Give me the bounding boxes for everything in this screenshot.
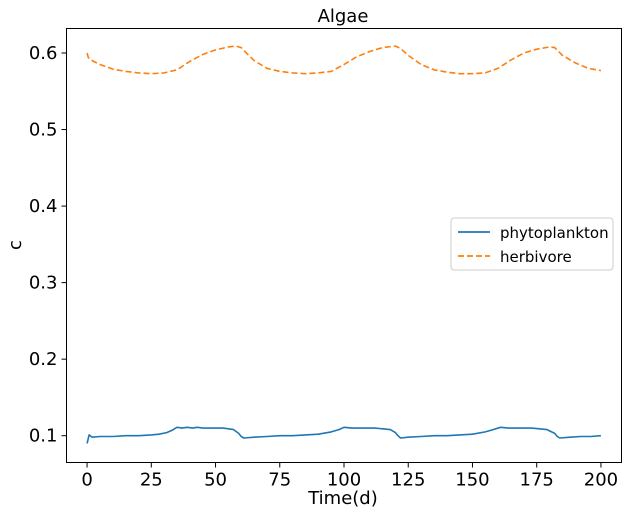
legend: phytoplankton herbivore [450,217,614,271]
x-tick-label: 200 [584,470,618,491]
x-tick-label: 0 [81,470,92,491]
chart-title: Algae [318,6,369,27]
y-axis: 0.1 0.2 0.3 0.4 0.5 0.6 [29,43,67,447]
x-tick-label: 125 [391,470,425,491]
legend-label-phytoplankton: phytoplankton [500,224,609,242]
series-phytoplankton [86,426,601,444]
y-tick-label: 0.2 [29,349,58,370]
x-axis: 0 25 50 75 100 125 150 175 200 [81,462,618,491]
x-tick-label: 175 [520,470,554,491]
y-tick-label: 0.3 [29,273,58,294]
plot-series [86,45,602,444]
y-tick-label: 0.4 [29,196,58,217]
y-axis-label: c [5,240,26,250]
x-tick-label: 50 [204,470,227,491]
y-tick-label: 0.5 [29,120,58,141]
y-tick-label: 0.1 [29,426,58,447]
x-tick-label: 25 [140,470,163,491]
x-tick-label: 150 [455,470,489,491]
x-axis-label: Time(d) [307,488,378,509]
x-tick-label: 75 [268,470,291,491]
x-tick-label: 100 [327,470,361,491]
legend-box [450,217,614,271]
legend-label-herbivore: herbivore [500,248,572,266]
series-herbivore [86,45,602,75]
y-tick-label: 0.6 [29,43,58,64]
